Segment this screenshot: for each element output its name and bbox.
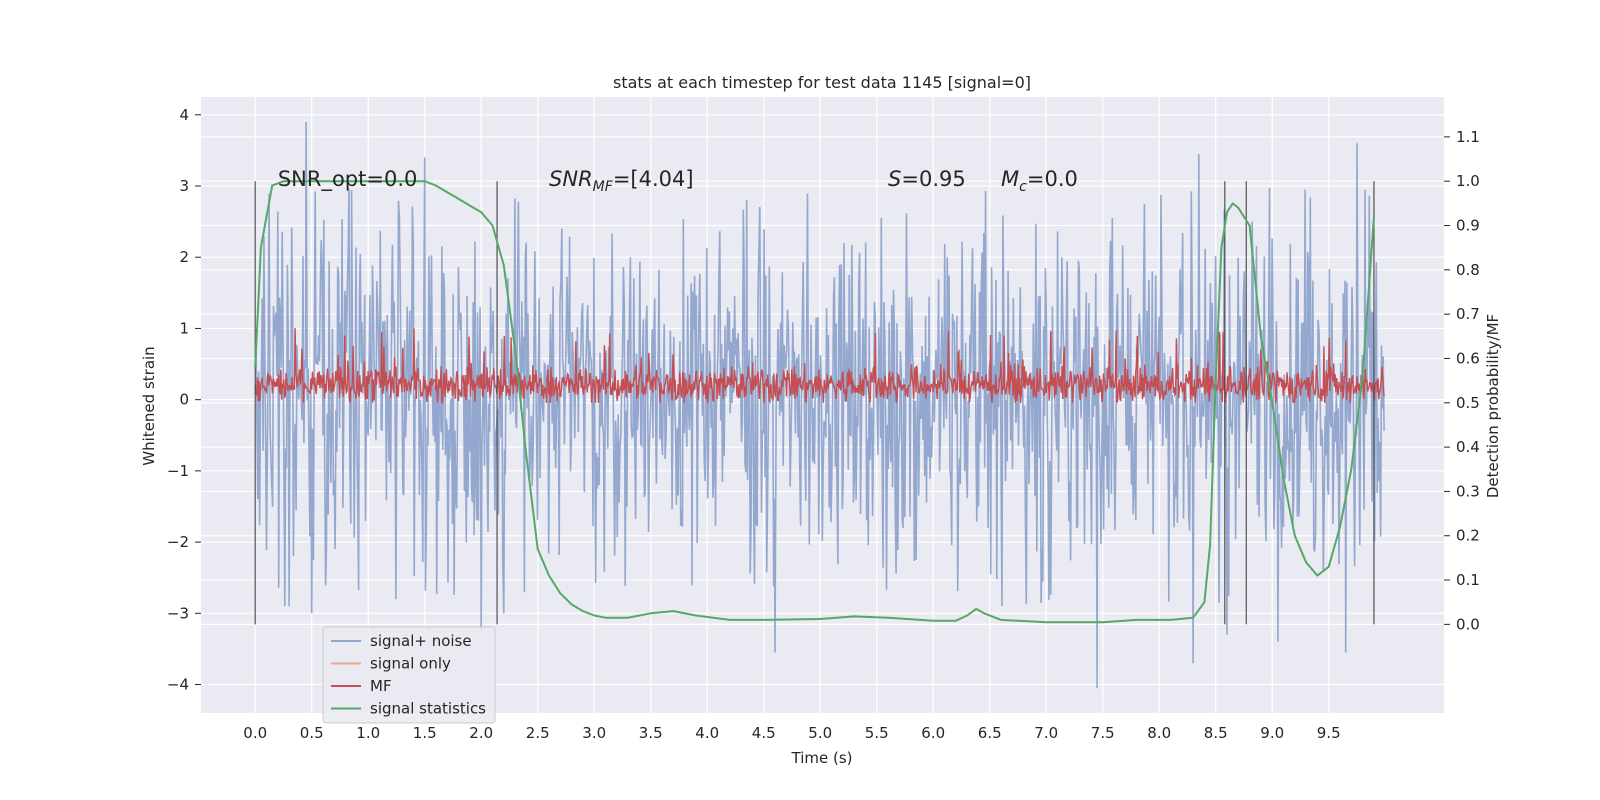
series-signal-statistics (254, 180, 1375, 624)
legend-label: signal only (370, 655, 451, 673)
x-tick-label: 6.0 (921, 724, 945, 742)
legend-frame (322, 626, 496, 724)
y2-tick-label: 0.3 (1456, 482, 1480, 500)
x-tick-label: 2.0 (469, 724, 493, 742)
annotation: SNRMF=[4.04] (549, 167, 694, 195)
y-tick-label: 4 (179, 106, 189, 124)
x-tick-label: 2.5 (526, 724, 550, 742)
legend: signal+ noise signal only MF signal statist… (322, 626, 496, 724)
legend-label: signal statistics (370, 700, 486, 718)
right-axis: 0.0 0.1 0.2 0.3 0.4 0.5 0.6 0.7 0.8 0.9 1.0 1.1 (1444, 128, 1480, 633)
y-tick-label: 0 (179, 391, 189, 409)
x-tick-label: 7.5 (1091, 724, 1115, 742)
y-tick-label: 1 (179, 319, 189, 337)
y2-tick-label: 0.6 (1456, 349, 1480, 367)
x-tick-label: 5.5 (865, 724, 889, 742)
annotation: S=0.95 (888, 167, 966, 191)
x-tick-label: 7.0 (1034, 724, 1058, 742)
y2-axis-label: Detection probability/MF (1484, 314, 1502, 498)
y2-tick-label: 0.9 (1456, 217, 1480, 235)
y-tick-label: −3 (167, 604, 189, 622)
y2-tick-label: 0.2 (1456, 527, 1480, 545)
x-tick-label: 3.0 (582, 724, 606, 742)
x-tick-label: 3.5 (639, 724, 663, 742)
y2-tick-label: 1.0 (1456, 172, 1480, 190)
annotation: SNR_opt=0.0 (278, 167, 418, 192)
x-tick-label: 4.0 (695, 724, 719, 742)
left-axis: −4 −3 −2 −1 0 1 2 3 4 (167, 106, 201, 694)
y2-tick-label: 0.4 (1456, 438, 1480, 456)
x-tick-label: 4.5 (752, 724, 776, 742)
y-axis-label: Whitened strain (140, 346, 158, 465)
x-tick-label: 0.0 (243, 724, 267, 742)
x-tick-label: 8.5 (1204, 724, 1228, 742)
y-tick-label: 2 (179, 248, 189, 266)
y2-tick-label: 0.0 (1456, 615, 1480, 633)
y-tick-label: −2 (167, 533, 189, 551)
y2-tick-label: 0.5 (1456, 394, 1480, 412)
y2-tick-label: 1.1 (1456, 128, 1480, 146)
y2-tick-label: 0.7 (1456, 305, 1480, 323)
legend-label: MF (370, 677, 392, 695)
signal-statistics-line (254, 180, 1375, 624)
y2-tick-label: 0.1 (1456, 571, 1480, 589)
y-tick-label: 3 (179, 177, 189, 195)
x-tick-label: 1.5 (413, 724, 437, 742)
y-tick-label: −1 (167, 462, 189, 480)
chart-title: stats at each timestep for test data 114… (613, 73, 1031, 92)
y-tick-label: −4 (167, 676, 189, 694)
y2-tick-label: 0.8 (1456, 261, 1480, 279)
bottom-axis: 0.0 0.5 1.0 1.5 2.0 2.5 3.0 3.5 4.0 4.5 5.0 5.5 6.0 6… (243, 724, 1340, 742)
x-tick-label: 0.5 (300, 724, 324, 742)
x-tick-label: 8.0 (1147, 724, 1171, 742)
x-tick-label: 6.5 (978, 724, 1002, 742)
series-mf (254, 328, 1385, 405)
x-axis-label: Time (s) (791, 749, 853, 767)
x-tick-label: 9.0 (1260, 724, 1284, 742)
x-tick-label: 1.0 (356, 724, 380, 742)
x-tick-label: 9.5 (1317, 724, 1341, 742)
legend-label: signal+ noise (370, 632, 472, 650)
mf-line (254, 328, 1385, 405)
annotations: SNR_opt=0.0 SNRMF=[4.04] S=0.95 Mc=0.0 (278, 167, 1078, 195)
legend-items: signal+ noise signal only MF signal statist… (331, 632, 486, 718)
annotation: Mc=0.0 (1001, 167, 1078, 195)
x-tick-label: 5.0 (808, 724, 832, 742)
vertical-markers (254, 181, 1375, 625)
